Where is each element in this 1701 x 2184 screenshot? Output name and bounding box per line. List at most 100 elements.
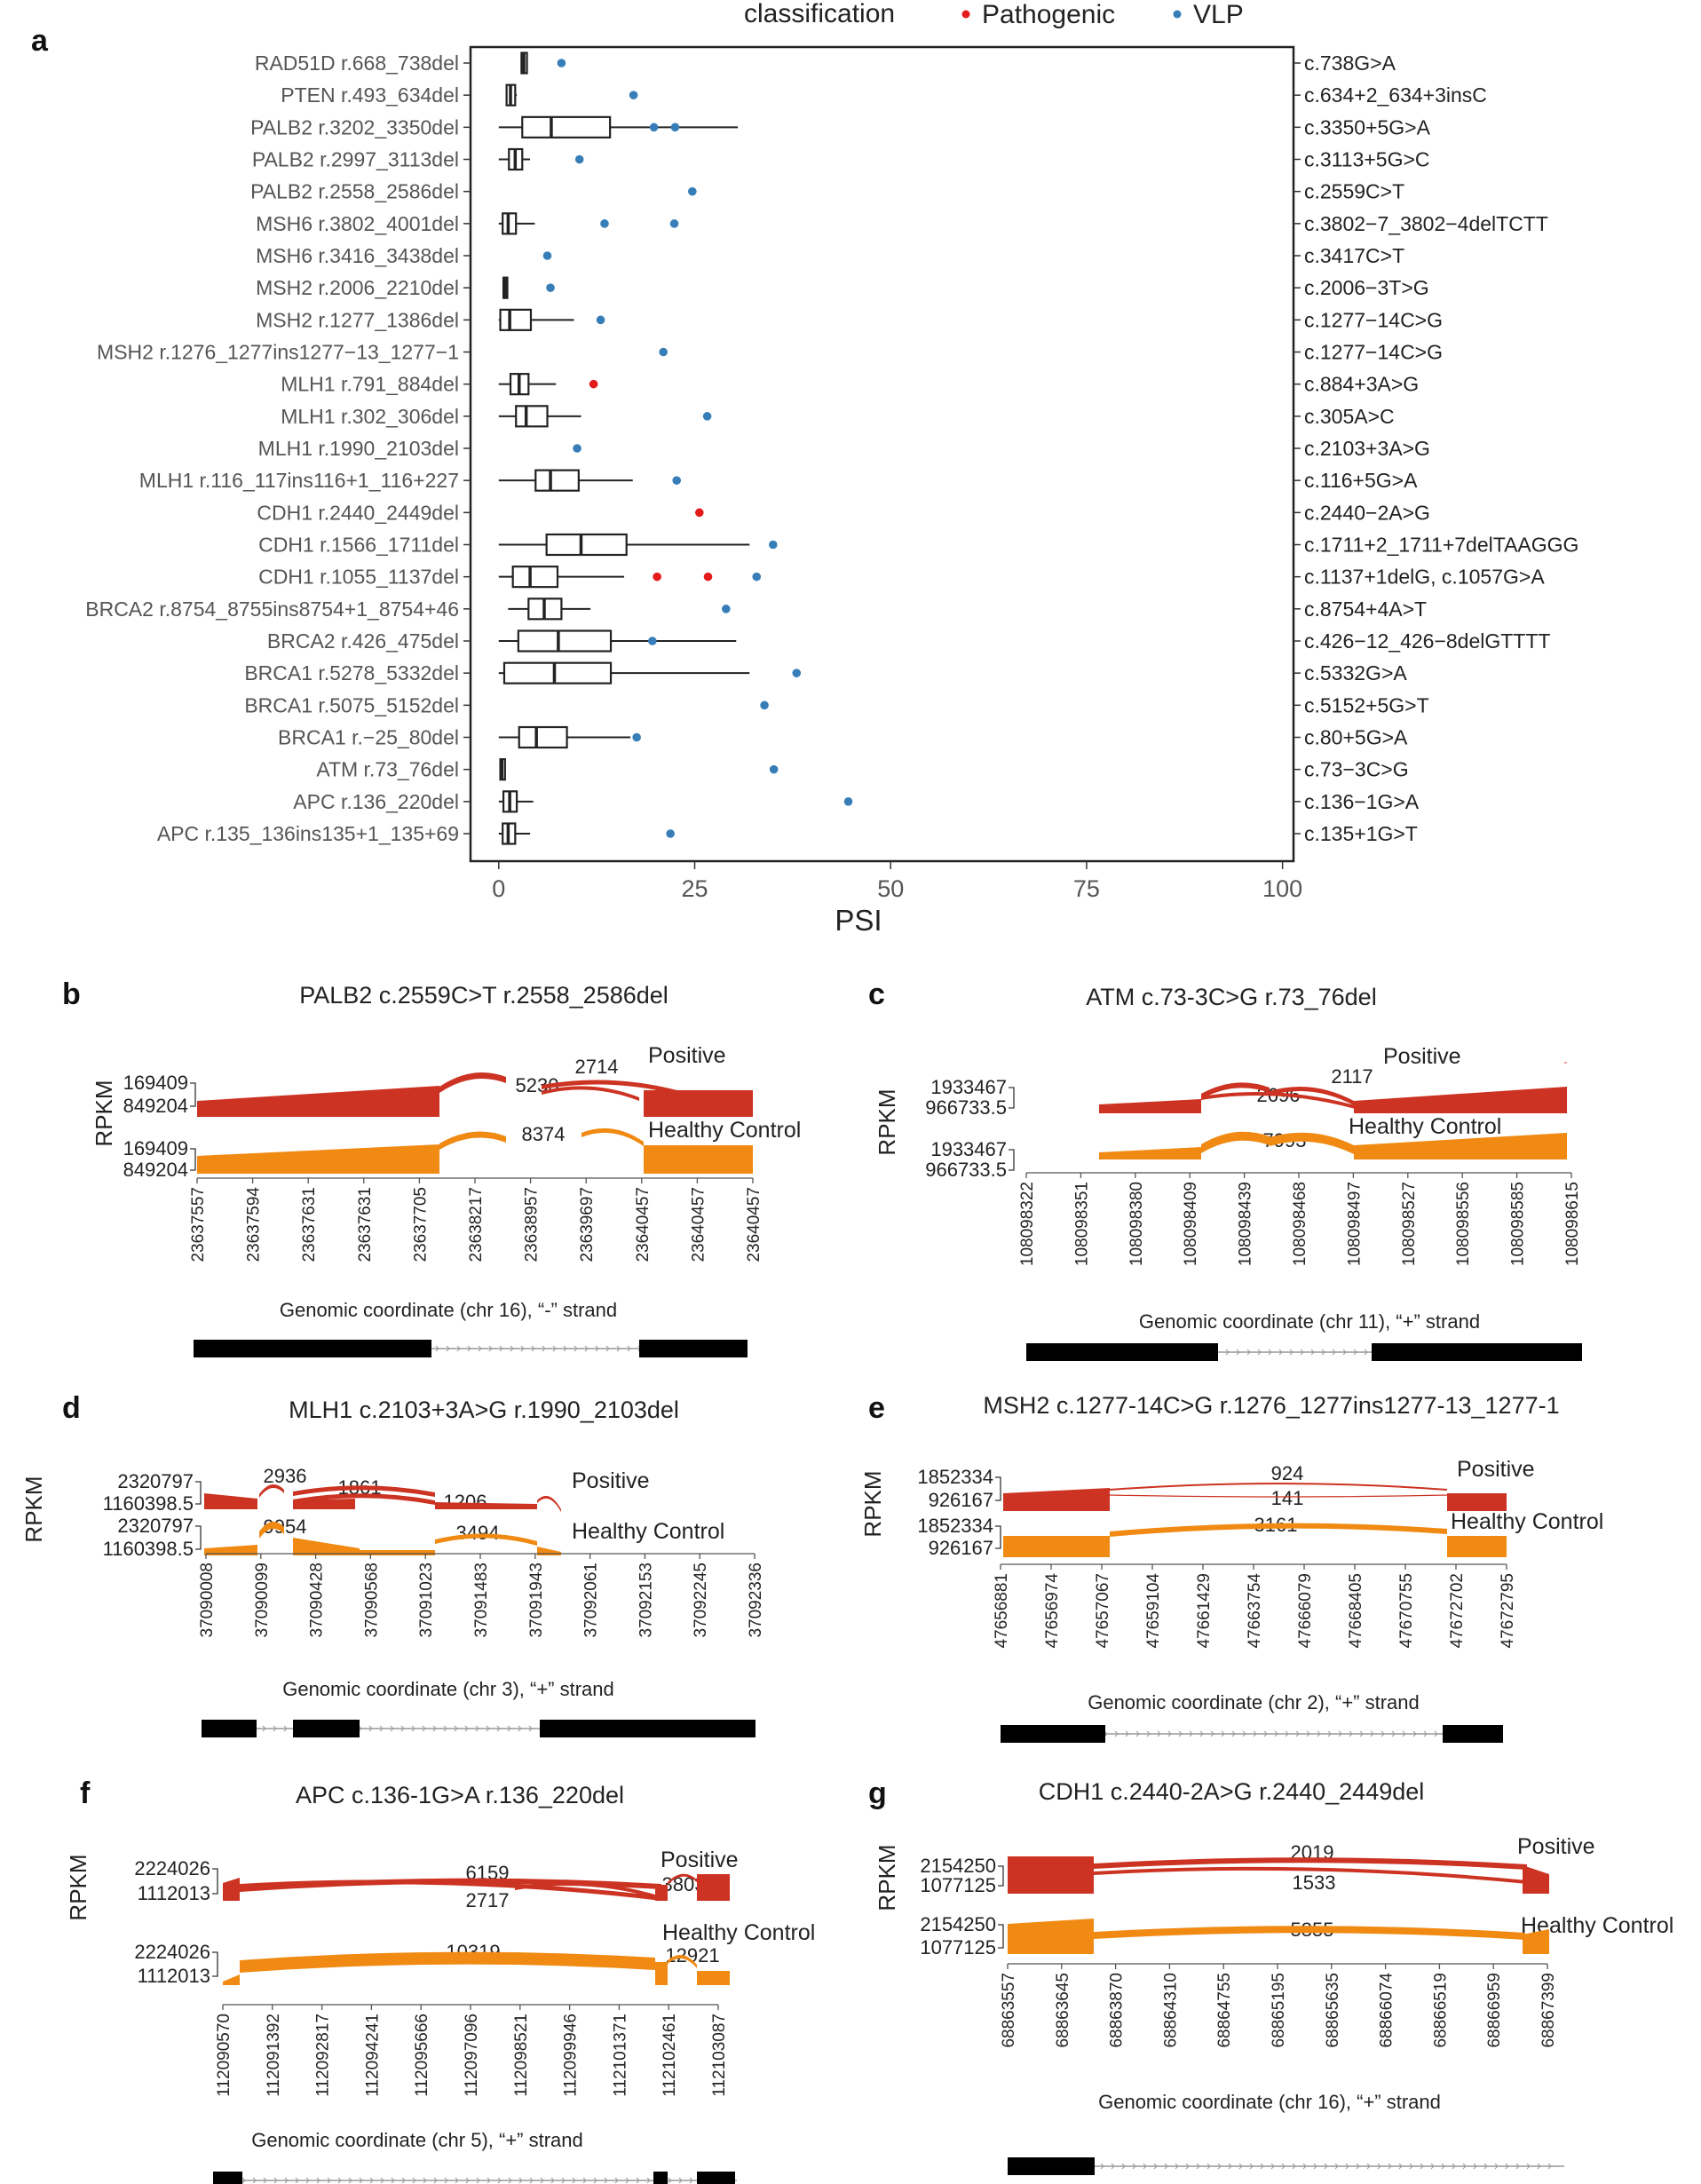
y-tick-label: MSH2 r.2006_2210del [256, 276, 459, 299]
track-y-axis [190, 1148, 196, 1171]
coverage-block [697, 1874, 730, 1901]
x-tick-label: 108098322 [1018, 1182, 1037, 1266]
variant-label: c.136−1G>A [1304, 790, 1420, 813]
junction-arc [542, 1080, 684, 1096]
x-tick-label: 23637557 [189, 1187, 208, 1262]
strand-arrow [1289, 1349, 1294, 1356]
strand-arrow [488, 1345, 493, 1352]
exon-block [1001, 1725, 1105, 1743]
x-tick-label: 112092817 [314, 2014, 333, 2097]
x-tick-label: 47663754 [1246, 1573, 1264, 1649]
boxplot-row: BRCA2 r.8754_8755ins8754+1_8754+46 c.8754… [85, 597, 1427, 621]
point-pathogenic [703, 572, 713, 582]
box [517, 629, 613, 653]
x-tick-label: 47672795 [1499, 1573, 1517, 1649]
track-y-tick-label: 2154250 [920, 1913, 996, 1935]
exon-block [1443, 1725, 1503, 1743]
variant-label: c.3113+5G>C [1304, 148, 1430, 171]
sashimi-panel-e: e MSH2 c.1277-14C>G r.1276_1277ins1277-13… [859, 1391, 1603, 1743]
y-tick-label: MLH1 r.791_884del [281, 373, 459, 396]
x-axis-title: PSI [835, 904, 882, 937]
exon-block [1372, 1343, 1582, 1361]
x-tick-label: 108098615 [1563, 1182, 1582, 1266]
boxplot-row: CDH1 r.2440_2449del c.2440−2A>G [257, 501, 1430, 524]
strand-arrow [1338, 1730, 1342, 1737]
boxplot-row: BRCA2 r.426_475del c.426−12_426−8delGTTTT [267, 629, 1551, 653]
x-tick-label: 68865635 [1324, 1973, 1342, 2048]
strand-arrow [432, 1725, 437, 1732]
point-vlp [672, 476, 681, 485]
strand-arrow [497, 2177, 502, 2184]
box [515, 405, 549, 428]
x-tick-label: 50 [877, 875, 904, 902]
strand-arrow [443, 1725, 447, 1732]
strand-arrow [464, 1725, 469, 1732]
strand-arrow [1253, 1730, 1257, 1737]
strand-arrow [1409, 2163, 1413, 2170]
point-vlp [688, 186, 697, 196]
strand-arrow [1231, 1730, 1236, 1737]
x-tick-label: 68863645 [1054, 1973, 1072, 2048]
x-tick-label: 108098527 [1400, 1182, 1419, 1266]
strand-arrow [455, 2177, 459, 2184]
x-axis-title: Genomic coordinate (chr 16), “+” strand [1098, 2091, 1441, 2113]
strand-arrow [1441, 2163, 1445, 2170]
point-vlp [649, 123, 659, 132]
junction-arc [582, 1128, 644, 1146]
point-pathogenic [589, 379, 598, 389]
y-tick-label: MSH6 r.3802_4001del [256, 212, 459, 235]
strand-arrow [1228, 2163, 1232, 2170]
y-tick-label: MLH1 r.116_117ins116+1_116+227 [139, 469, 459, 492]
x-tick-label: 112095666 [413, 2014, 431, 2097]
strand-arrow [614, 2177, 619, 2184]
strand-arrow [1199, 1730, 1204, 1737]
point-vlp [792, 669, 802, 677]
x-tick-label: 37090568 [362, 1563, 381, 1638]
track-name-healthy-control: Healthy Control [1451, 1509, 1603, 1534]
y-tick-label: RAD51D r.668_738del [255, 51, 459, 75]
coverage-block [204, 1493, 257, 1509]
point-vlp [546, 283, 555, 292]
x-tick-label: 68866519 [1431, 1973, 1450, 2048]
strand-arrow [1391, 1730, 1396, 1737]
exon-block [1008, 2157, 1095, 2175]
y-tick-label: APC r.135_136ins135+1_135+69 [157, 822, 459, 845]
track-y-tick-label: 2154250 [920, 1855, 996, 1877]
strand-arrow [542, 1345, 546, 1352]
strand-arrow [1364, 1349, 1368, 1356]
x-tick-label: 23640457 [745, 1187, 763, 1262]
junction-arc [1110, 1523, 1447, 1537]
x-tick-label: 75 [1073, 875, 1100, 902]
y-tick-label: PALB2 r.2997_3113del [252, 148, 459, 171]
coverage-block [223, 1974, 240, 1985]
strand-arrow [510, 1345, 514, 1352]
variant-label: c.8754+4A>T [1304, 597, 1427, 621]
coverage-block [655, 1962, 668, 1985]
y-tick-label: PALB2 r.3202_3350del [250, 115, 459, 138]
exon-block [194, 1340, 431, 1357]
track-y-tick-label: 1852334 [917, 1515, 993, 1537]
x-tick-label: 47661429 [1195, 1573, 1214, 1649]
strand-arrow [1324, 2163, 1328, 2170]
coverage-block [1447, 1536, 1507, 1557]
strand-arrow [327, 2177, 331, 2184]
x-tick-label: 23639697 [578, 1187, 597, 1262]
track-y-tick-label: 926167 [929, 1489, 993, 1511]
track-y-tick-label: 2224026 [134, 1857, 210, 1879]
junction-arc [1201, 1091, 1358, 1110]
strand-arrow [1295, 1730, 1300, 1737]
strand-arrow [646, 2177, 651, 2184]
strand-arrow [262, 1725, 266, 1732]
y-axis-title: RPKM [91, 1080, 117, 1146]
variant-label: c.5152+5G>T [1304, 693, 1429, 716]
track-y-tick-label: 1933467 [930, 1138, 1007, 1160]
legend-label-vlp: VLP [1193, 0, 1244, 29]
sashimi-panel-g: g CDH1 c.2440-2A>G r.2440_2449del RPKM 2154… [868, 1776, 1673, 2175]
junction-count-label: 8374 [522, 1123, 566, 1145]
track-name-healthy-control: Healthy Control [572, 1519, 724, 1544]
variant-label: c.738G>A [1304, 51, 1396, 75]
strand-arrow [1300, 1349, 1304, 1356]
junction-count-label: 1533 [1293, 1871, 1336, 1894]
boxplot-row: MSH2 r.2006_2210del c.2006−3T>G [256, 276, 1429, 299]
coverage-block [1099, 1099, 1201, 1113]
